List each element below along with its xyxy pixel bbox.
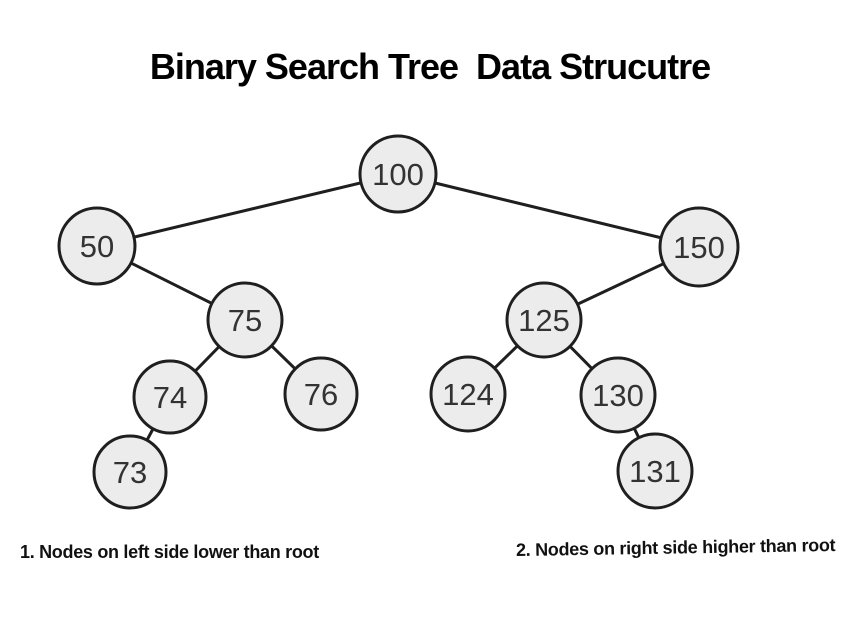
node-circle	[57, 206, 137, 286]
node-circle	[283, 356, 359, 432]
node-value-label: 124	[442, 377, 494, 412]
tree-edge-100-150	[396, 172, 701, 249]
node-value-label: 125	[518, 303, 570, 338]
node-circle	[616, 432, 694, 510]
node-circle	[505, 281, 583, 359]
tree-node-76: 76	[283, 356, 359, 432]
node-value-label: 130	[592, 378, 644, 413]
tree-node-124: 124	[429, 355, 507, 433]
node-circle	[429, 355, 507, 433]
node-value-label: 74	[153, 380, 187, 415]
tree-node-125: 125	[505, 281, 583, 359]
tree-node-75: 75	[206, 281, 284, 359]
tree-edge-100-50	[95, 172, 400, 248]
note-left-rule: 1. Nodes on left side lower than root	[20, 542, 319, 562]
page-title: Binary Search Tree Data Strucutre	[149, 46, 711, 87]
node-circle	[206, 281, 284, 359]
node-value-label: 100	[372, 157, 424, 192]
node-circle	[92, 434, 168, 510]
tree-node-100: 100	[358, 134, 438, 214]
node-value-label: 131	[629, 454, 681, 489]
node-circle	[579, 356, 657, 434]
tree-node-74: 74	[132, 359, 208, 435]
tree-node-150: 150	[658, 206, 740, 288]
tree-node-50: 50	[57, 206, 137, 286]
node-circle	[658, 206, 740, 288]
node-value-label: 73	[113, 455, 147, 490]
node-circle	[132, 359, 208, 435]
node-value-label: 76	[304, 377, 338, 412]
node-value-label: 75	[228, 303, 262, 338]
tree-node-130: 130	[579, 356, 657, 434]
node-value-label: 150	[673, 230, 725, 265]
tree-node-73: 73	[92, 434, 168, 510]
node-value-label: 50	[80, 229, 114, 264]
node-circle	[358, 134, 438, 214]
tree-node-131: 131	[616, 432, 694, 510]
